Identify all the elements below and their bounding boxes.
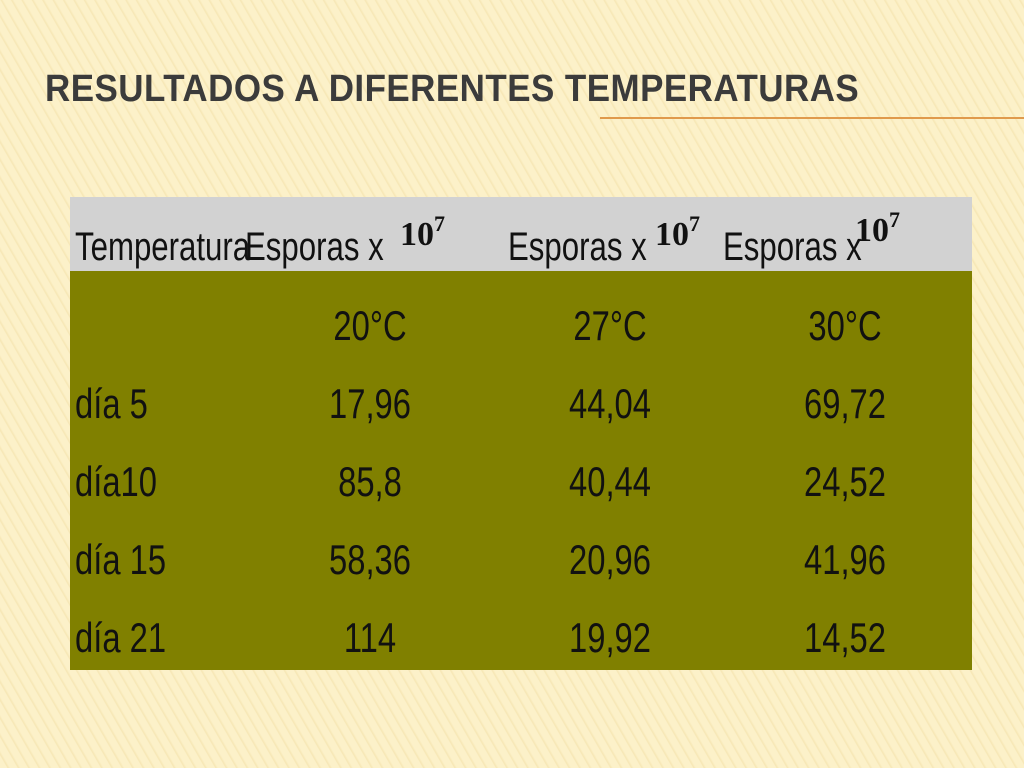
row-label: día 15 xyxy=(75,536,167,583)
power-base: 10 xyxy=(655,216,689,253)
power-exponent: 7 xyxy=(889,207,900,232)
row-label: día 21 xyxy=(75,614,167,661)
row-label: día10 xyxy=(75,458,157,505)
power-exponent: 7 xyxy=(434,211,445,236)
power-exponent: 7 xyxy=(689,211,700,236)
cell: 58,36 xyxy=(329,536,411,583)
title-rule xyxy=(600,117,1024,119)
header-cell: Esporas x xyxy=(245,225,384,269)
header-cell: Esporas x xyxy=(508,225,647,269)
power-base: 10 xyxy=(400,216,434,253)
cell: 27°C xyxy=(573,302,647,349)
cell: 40,44 xyxy=(569,458,651,505)
cell: 114 xyxy=(343,614,397,661)
power: 107 xyxy=(400,211,445,254)
cell: 41,96 xyxy=(804,536,886,583)
cell: 20,96 xyxy=(569,536,651,583)
cell: 69,72 xyxy=(804,380,886,427)
power-base: 10 xyxy=(855,212,889,249)
header-cell: Temperatura xyxy=(75,225,251,269)
power: 107 xyxy=(855,207,900,250)
power: 107 xyxy=(655,211,700,254)
cell: 85,8 xyxy=(338,458,402,505)
cell: 20°C xyxy=(333,302,407,349)
cell: 14,52 xyxy=(804,614,886,661)
cell: 17,96 xyxy=(329,380,411,427)
header-cell: Esporas x xyxy=(723,225,862,269)
header-row xyxy=(70,197,972,271)
cell: 19,92 xyxy=(569,614,651,661)
slide-title: RESULTADOS A DIFERENTES TEMPERATURAS xyxy=(45,68,860,110)
cell: 30°C xyxy=(808,302,882,349)
row-label: día 5 xyxy=(75,380,148,427)
cell: 24,52 xyxy=(804,458,886,505)
data-table: Temperatura Esporas x 107 Esporas x 107 … xyxy=(70,197,972,670)
cell: 44,04 xyxy=(569,380,651,427)
